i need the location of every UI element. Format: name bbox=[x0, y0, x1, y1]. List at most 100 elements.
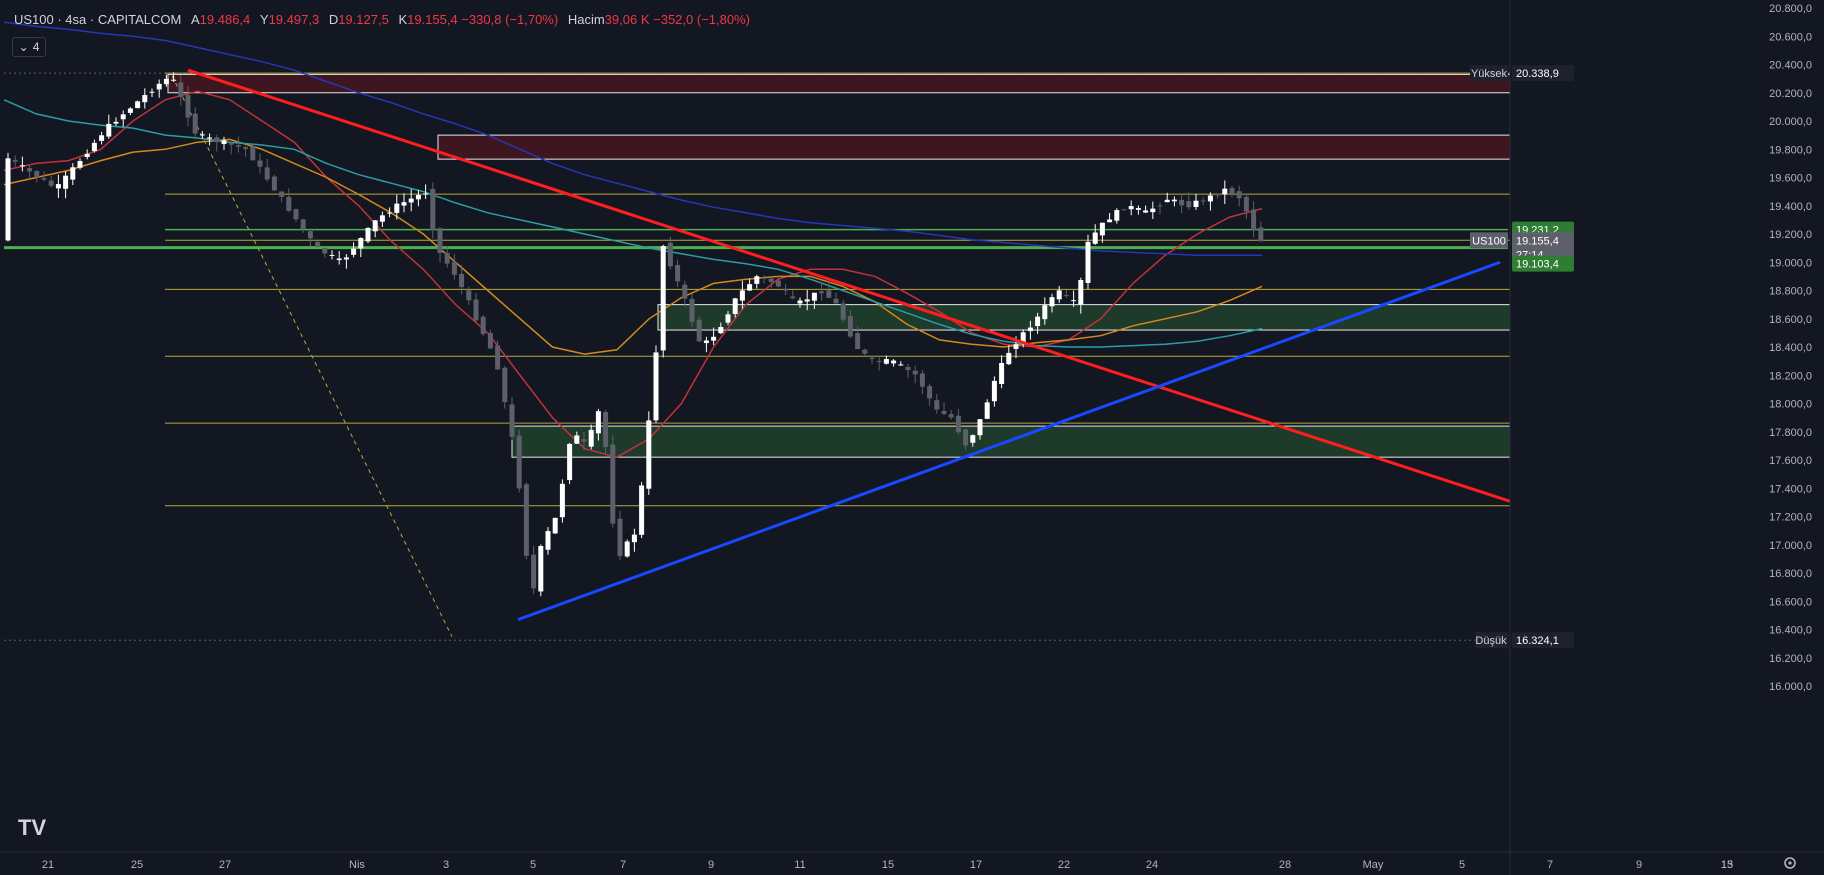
candle-body bbox=[912, 370, 918, 375]
candle-body bbox=[430, 188, 436, 231]
indicator-toggle-button[interactable]: ⌄ 4 bbox=[12, 37, 46, 57]
candle-body bbox=[667, 242, 673, 267]
candle-body bbox=[876, 360, 882, 362]
gear-icon[interactable] bbox=[1784, 857, 1796, 869]
candle-body bbox=[235, 145, 241, 147]
y-tick-label: 16.600,0 bbox=[1769, 596, 1812, 608]
y-tick-label: 19.800,0 bbox=[1769, 144, 1812, 156]
candle-body bbox=[840, 303, 846, 320]
candle-body bbox=[423, 193, 429, 195]
candle-body bbox=[473, 299, 479, 321]
change-value: −330,8 (−1,70%) bbox=[461, 12, 559, 27]
candle-body bbox=[545, 531, 551, 550]
x-tick-label: 9 bbox=[1636, 859, 1642, 871]
tradingview-logo[interactable]: TV bbox=[18, 815, 47, 840]
candle-body bbox=[415, 194, 421, 200]
candle-body bbox=[559, 483, 565, 518]
candle-body bbox=[531, 554, 537, 589]
x-tick-label: 7 bbox=[1547, 859, 1553, 871]
candle-body bbox=[761, 277, 767, 279]
candle-body bbox=[307, 231, 313, 239]
candle-body bbox=[322, 248, 328, 254]
y-tick-label: 18.200,0 bbox=[1769, 370, 1812, 382]
x-tick-label: 17 bbox=[970, 859, 982, 871]
support-zone bbox=[657, 304, 1566, 331]
candle-body bbox=[617, 518, 623, 557]
candle-body bbox=[754, 276, 760, 284]
candle-body bbox=[192, 113, 198, 134]
candle-body bbox=[1006, 352, 1012, 365]
ma-teal-line bbox=[3, 99, 1263, 348]
candle-body bbox=[41, 178, 47, 180]
candle-body bbox=[77, 161, 83, 168]
candle-body bbox=[567, 443, 573, 481]
x-tick-label: 27 bbox=[219, 859, 231, 871]
candle-body bbox=[466, 290, 472, 301]
candle-body bbox=[1179, 199, 1185, 206]
candle-body bbox=[171, 79, 177, 81]
candle-body bbox=[149, 91, 155, 93]
candle-body bbox=[732, 298, 738, 315]
candle-body bbox=[1085, 241, 1091, 283]
candle-body bbox=[1215, 193, 1221, 196]
x-tick-label: 21 bbox=[42, 859, 54, 871]
symbol-title[interactable]: US100 · 4sa · CAPITALCOM bbox=[14, 12, 182, 27]
candle-body bbox=[387, 212, 393, 214]
ma-blue-line bbox=[3, 21, 1262, 256]
candle-body bbox=[1042, 305, 1048, 320]
candle-body bbox=[552, 517, 558, 534]
candle-body bbox=[991, 380, 997, 402]
candle-body bbox=[1107, 219, 1113, 223]
candle-body bbox=[1013, 344, 1019, 349]
candle-body bbox=[135, 101, 141, 109]
candle-body bbox=[1128, 206, 1134, 210]
candle-body bbox=[718, 326, 724, 334]
price-axis-bg bbox=[1510, 0, 1824, 875]
candle-body bbox=[257, 160, 263, 167]
y-tick-label: 20.600,0 bbox=[1769, 31, 1812, 43]
open-value: 19.486,4 bbox=[199, 12, 251, 27]
candle-body bbox=[358, 238, 364, 249]
x-tick-label: 5 bbox=[530, 859, 536, 871]
x-tick-label: 3 bbox=[443, 859, 449, 871]
candle-body bbox=[1049, 297, 1055, 307]
candle-body bbox=[48, 180, 54, 186]
candle-body bbox=[891, 360, 897, 364]
candle-body bbox=[84, 153, 90, 158]
y-tick-label: 16.200,0 bbox=[1769, 653, 1812, 665]
y-tick-label: 16.000,0 bbox=[1769, 681, 1812, 693]
candle-body bbox=[725, 314, 731, 323]
candle-body bbox=[1258, 227, 1264, 242]
candle-body bbox=[509, 404, 515, 437]
candle-body bbox=[99, 135, 105, 141]
y-tick-label: 18.400,0 bbox=[1769, 342, 1812, 354]
candle-body bbox=[142, 95, 148, 103]
candle-body bbox=[502, 367, 508, 403]
candle-body bbox=[1251, 209, 1257, 230]
candle-body bbox=[91, 142, 97, 152]
candle-body bbox=[631, 534, 637, 543]
candle-body bbox=[768, 278, 774, 282]
high-label: Y bbox=[259, 12, 269, 27]
candle-body bbox=[826, 290, 832, 298]
x-tick-label: 5 bbox=[1459, 859, 1465, 871]
candle-body bbox=[523, 484, 529, 556]
candle-body bbox=[19, 165, 25, 167]
candle-body bbox=[243, 147, 249, 149]
candle-body bbox=[574, 435, 580, 444]
candle-body bbox=[12, 160, 18, 162]
candle-body bbox=[207, 137, 213, 139]
y-tick-label: 20.800,0 bbox=[1769, 3, 1812, 15]
candle-body bbox=[293, 209, 299, 220]
low-label: D bbox=[328, 12, 339, 27]
y-tick-label: 18.600,0 bbox=[1769, 314, 1812, 326]
candle-body bbox=[113, 121, 119, 124]
candle-body bbox=[919, 373, 925, 387]
y-tick-label: 16.400,0 bbox=[1769, 625, 1812, 637]
candle-body bbox=[106, 123, 112, 137]
green-lower-value: 19.103,4 bbox=[1516, 259, 1559, 271]
candle-body bbox=[948, 414, 954, 418]
green-lower-bg bbox=[1512, 255, 1574, 272]
candle-body bbox=[747, 284, 753, 291]
